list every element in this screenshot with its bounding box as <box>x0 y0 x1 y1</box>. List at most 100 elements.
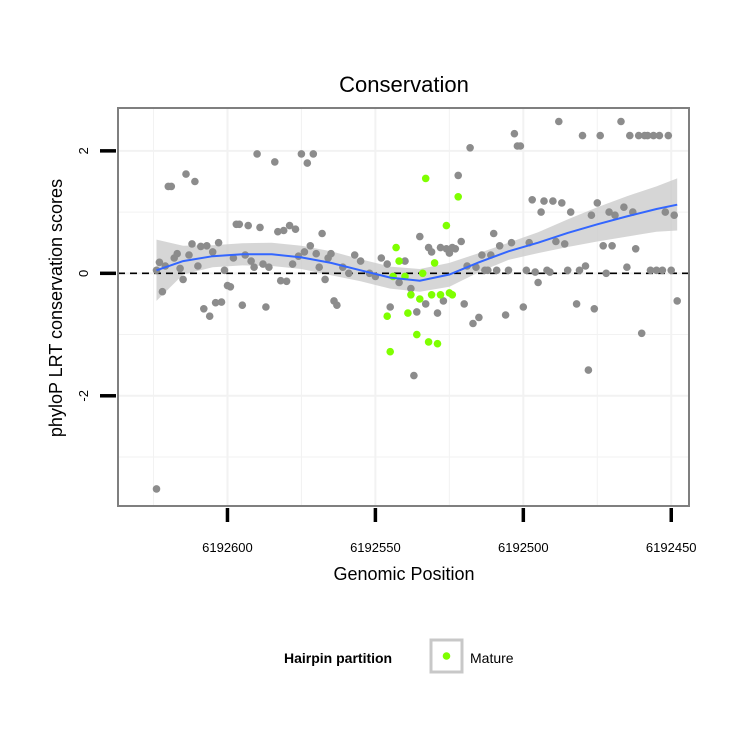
other-point <box>631 245 640 253</box>
other-point <box>173 249 181 258</box>
smooth-line <box>156 203 678 282</box>
other-point <box>276 276 285 285</box>
other-point <box>282 277 291 286</box>
other-points-layer <box>152 117 681 493</box>
other-point <box>306 242 315 250</box>
other-point <box>599 242 607 250</box>
other-point <box>436 243 445 252</box>
other-point <box>194 262 202 270</box>
other-point <box>433 309 442 317</box>
other-point <box>345 269 353 278</box>
mature-point <box>454 193 463 201</box>
y-axis-title: phyloP LRT conservation scores <box>46 179 66 437</box>
other-point <box>457 237 466 246</box>
other-point <box>540 197 548 205</box>
legend-key-mature <box>442 652 451 660</box>
other-point <box>549 197 557 205</box>
other-point <box>214 238 223 247</box>
other-point <box>537 208 545 216</box>
other-point <box>664 131 673 140</box>
other-point <box>634 131 643 140</box>
other-point <box>427 248 436 256</box>
y-tick-label: 2 <box>76 147 91 154</box>
other-point <box>605 208 613 216</box>
other-point <box>291 225 300 233</box>
x-tick-label: 6192500 <box>498 540 549 555</box>
other-point <box>492 266 501 275</box>
mature-point <box>407 291 415 299</box>
other-point <box>167 182 176 191</box>
other-point <box>247 257 255 265</box>
other-point <box>244 221 252 230</box>
other-point <box>643 131 652 140</box>
other-point <box>519 303 528 311</box>
other-point <box>333 301 341 310</box>
mature-point <box>386 347 395 356</box>
other-point <box>421 300 430 308</box>
other-point <box>593 199 602 207</box>
other-point <box>566 208 575 216</box>
other-point <box>575 266 584 275</box>
other-point <box>158 287 167 296</box>
other-point <box>478 251 486 259</box>
other-point <box>495 242 504 250</box>
other-point <box>297 150 306 158</box>
other-point <box>250 263 258 272</box>
other-point <box>587 211 596 219</box>
mature-point <box>418 269 427 278</box>
other-point <box>555 117 563 126</box>
other-point <box>489 229 498 238</box>
mature-point <box>413 330 421 339</box>
other-point <box>655 131 664 140</box>
x-axis-title: Genomic Position <box>333 564 474 584</box>
other-point <box>191 177 199 186</box>
other-point <box>401 257 409 265</box>
other-point <box>259 260 267 268</box>
y-tick-label: 0 <box>76 270 91 277</box>
other-point <box>220 266 229 275</box>
other-point <box>623 263 631 272</box>
other-point <box>226 283 235 291</box>
legend-title: Hairpin partition <box>284 650 392 666</box>
other-point <box>563 266 572 275</box>
other-point <box>578 131 587 140</box>
other-point <box>504 266 513 275</box>
other-point <box>318 229 326 238</box>
other-point <box>253 150 261 158</box>
other-point <box>528 196 536 204</box>
x-tick-label: 6192450 <box>646 540 697 555</box>
other-point <box>552 237 560 246</box>
other-point <box>590 305 599 313</box>
other-point <box>416 232 424 241</box>
other-point <box>285 221 294 230</box>
other-point <box>439 297 448 305</box>
other-point <box>235 220 244 229</box>
plot-border <box>117 107 690 507</box>
other-point <box>673 297 681 305</box>
x-axis: 6192600 6192550 6192500 6192450 <box>202 508 697 555</box>
mature-point <box>442 221 451 230</box>
mature-point <box>436 291 445 299</box>
other-point <box>176 264 184 273</box>
other-point <box>265 263 273 272</box>
other-point <box>413 308 421 316</box>
other-point <box>581 262 590 270</box>
other-point <box>203 242 211 250</box>
other-point <box>460 300 469 308</box>
other-point <box>661 208 670 216</box>
other-point <box>602 269 610 278</box>
mature-point <box>404 309 412 317</box>
other-point <box>300 248 309 256</box>
other-point <box>531 268 539 276</box>
other-point <box>546 268 554 276</box>
other-point <box>507 238 516 247</box>
other-point <box>205 312 214 321</box>
other-point <box>451 245 460 253</box>
other-point <box>229 254 238 262</box>
other-point <box>466 144 474 152</box>
other-point <box>558 199 566 207</box>
other-point <box>179 275 187 284</box>
chart-title: Conservation <box>339 72 469 97</box>
other-point <box>182 170 190 178</box>
